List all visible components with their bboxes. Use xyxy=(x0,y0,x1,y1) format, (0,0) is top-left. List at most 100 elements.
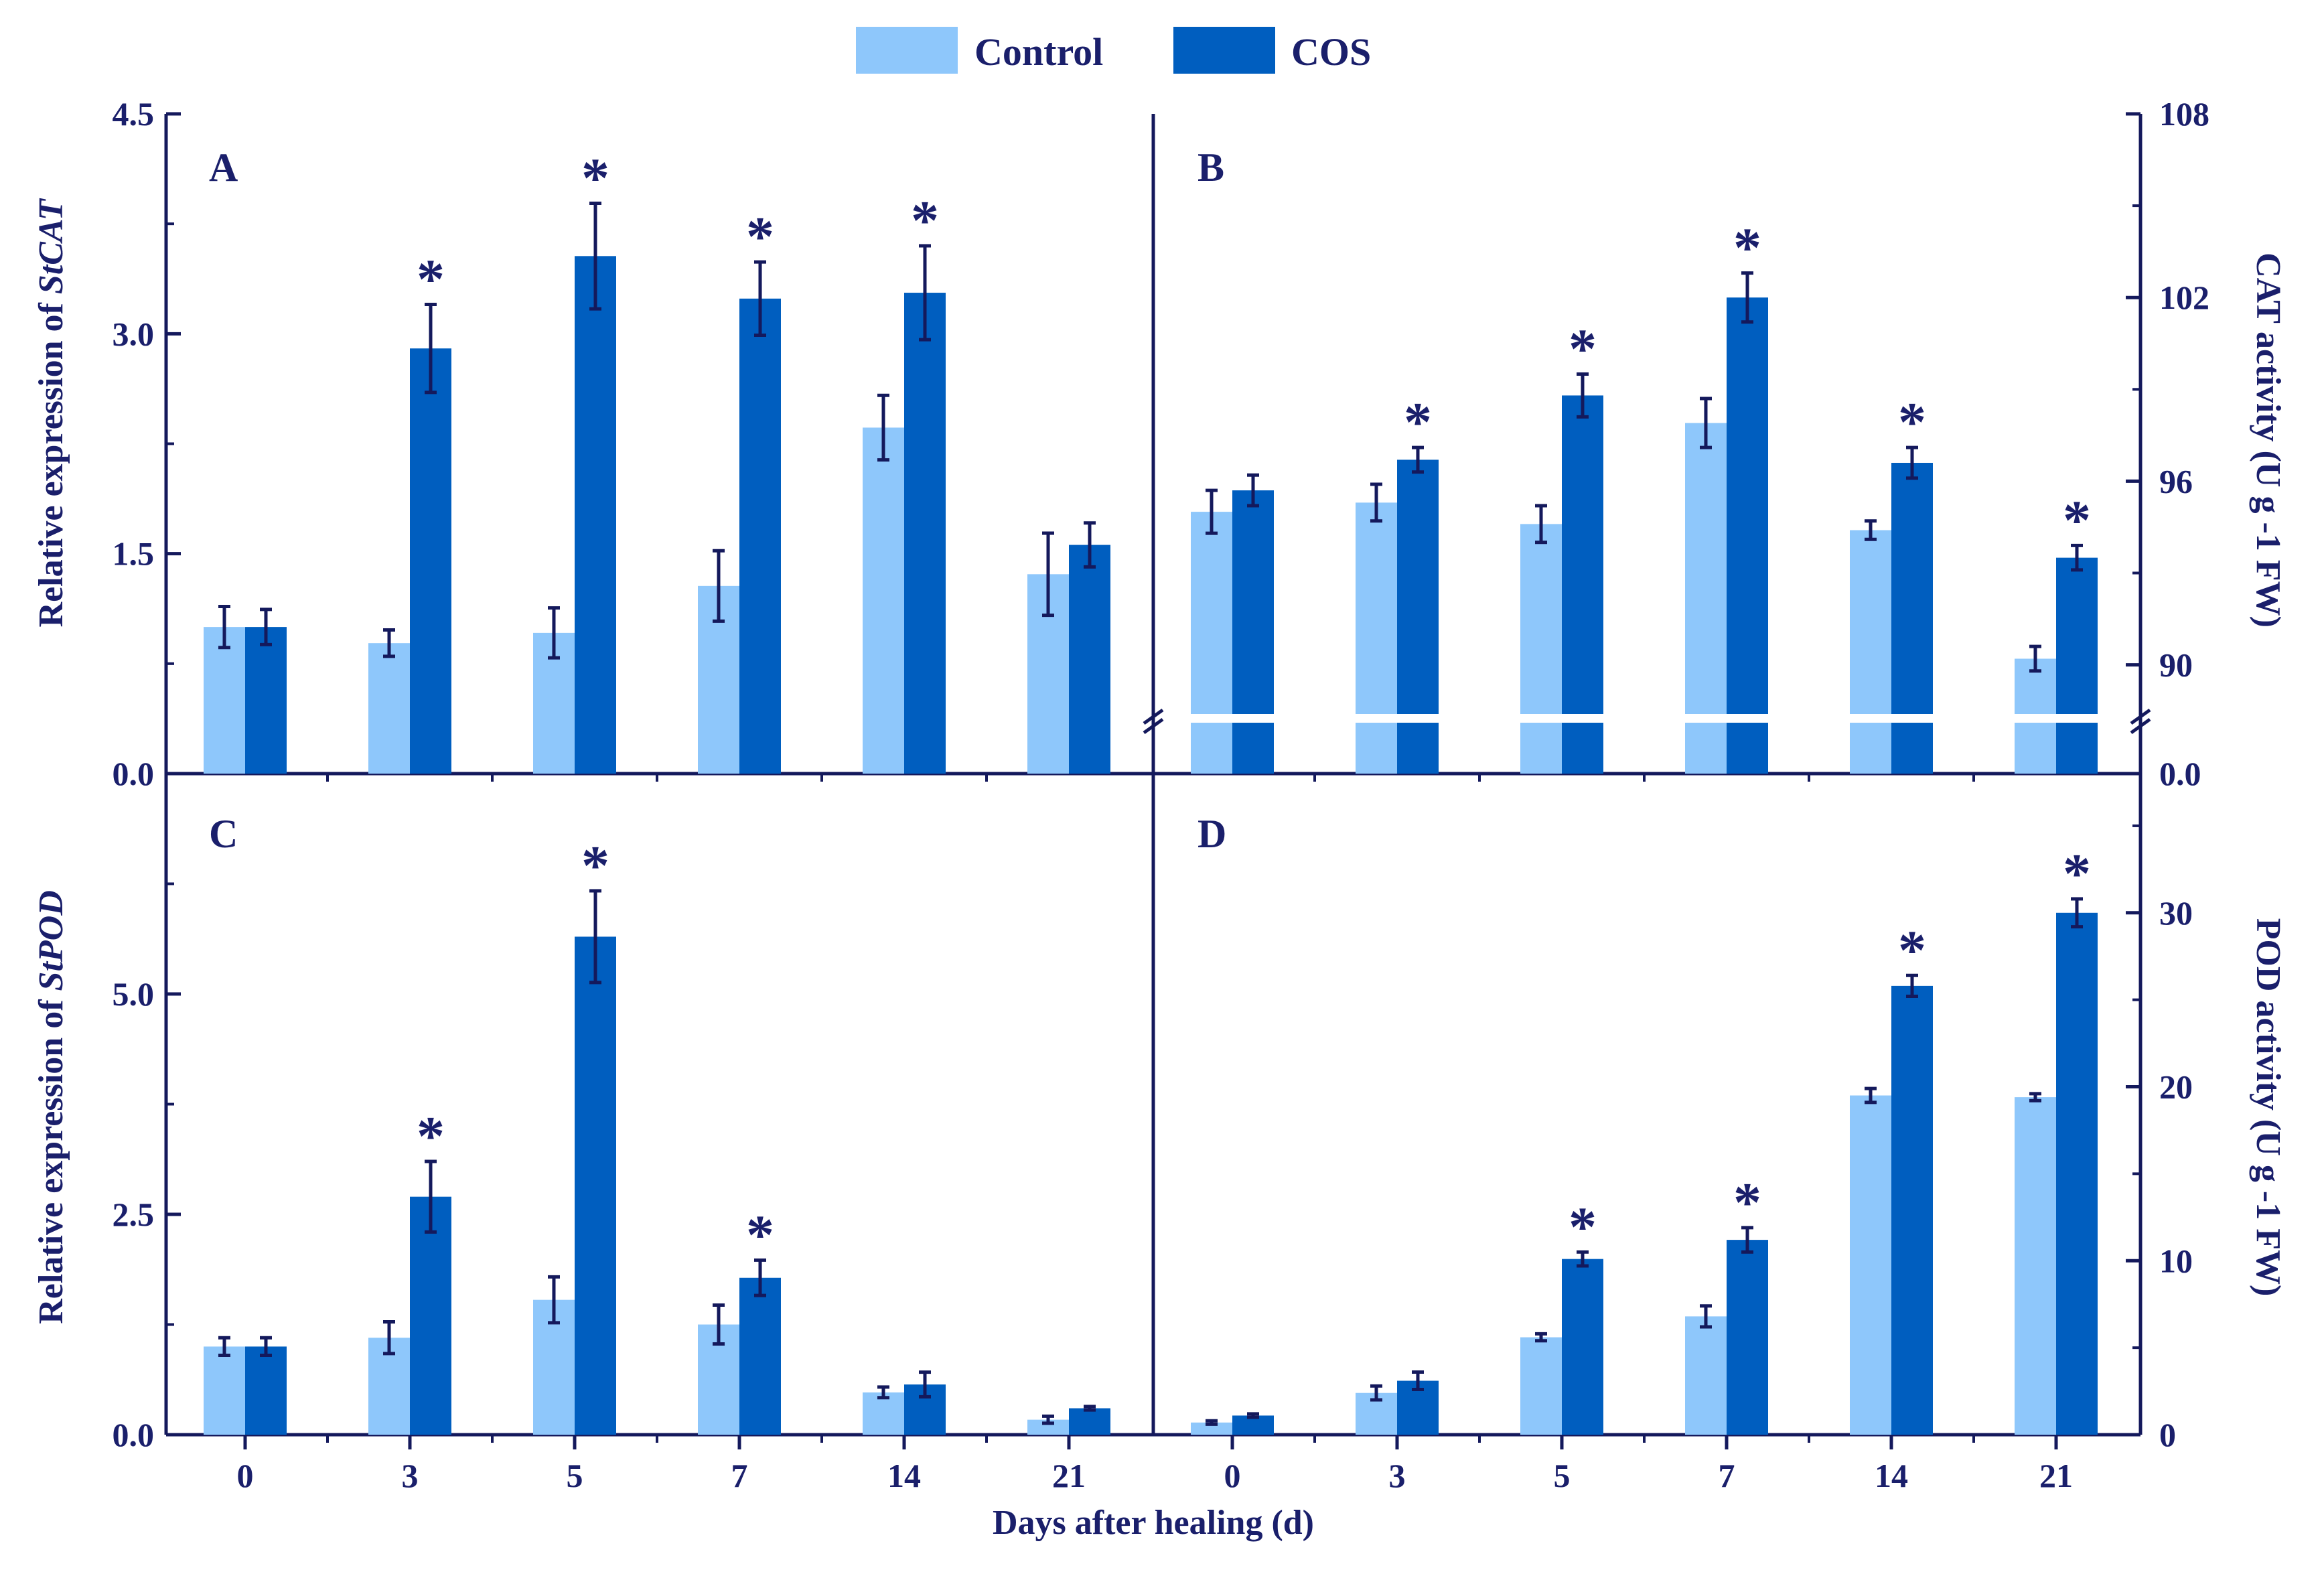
panel-b-errorbar-cos-3 xyxy=(1412,445,1424,474)
panel-b-bar-cos-21 xyxy=(2056,557,2098,774)
panel-a-ytick-label: 3.0 xyxy=(113,315,155,352)
panel-c-ytick-label: 0.0 xyxy=(113,1416,155,1453)
panel-b-ytick-label: 102 xyxy=(2159,279,2209,316)
panel-c-ytick-label: 5.0 xyxy=(113,975,155,1013)
panel-d-bar-control-0 xyxy=(1191,1422,1232,1435)
panel-b-ytick-label: 0.0 xyxy=(2159,755,2201,792)
panel-a-significance-star-14: * xyxy=(911,190,939,252)
panel-c-errorbar-control-21 xyxy=(1042,1414,1054,1425)
panel-d-bar-control-21 xyxy=(2015,1097,2056,1435)
panel-b-bar-control-0 xyxy=(1191,512,1232,774)
panel-c-bar-cos-21 xyxy=(1069,1408,1110,1435)
axis-break-mark-left xyxy=(1143,708,1164,725)
panel-d-significance-star-14: * xyxy=(1898,919,1926,981)
panel-c-significance-star-5: * xyxy=(581,835,609,897)
xtick-label-21: 21 xyxy=(2039,1457,2073,1494)
panel-c-bar-cos-0 xyxy=(245,1346,287,1435)
panel-d-ytick-label: 30 xyxy=(2159,894,2193,932)
xtick-label-14: 14 xyxy=(887,1457,921,1494)
panel-a-errorbar-cos-0 xyxy=(260,608,272,646)
panel-b-axis-break-band xyxy=(1180,714,2114,723)
panel-b-errorbar-control-7 xyxy=(1700,397,1712,449)
panel-b-significance-star-14: * xyxy=(1898,391,1926,453)
xtick-label-7: 7 xyxy=(731,1457,748,1494)
panel-b-errorbar-control-21 xyxy=(2029,644,2041,673)
panel-a-errorbar-control-14 xyxy=(877,393,889,462)
panel-b-bar-control-14 xyxy=(1850,530,1891,774)
panel-b-ytick-label: 90 xyxy=(2159,646,2193,684)
panel-d-errorbar-cos-14 xyxy=(1906,973,1918,998)
panel-d-bar-control-5 xyxy=(1520,1337,1562,1435)
xtick-label-7: 7 xyxy=(1719,1457,1735,1494)
panel-a-significance-star-3: * xyxy=(417,248,445,311)
ylabel-panel-a: Relative expression of StCAT xyxy=(32,198,70,627)
panel-b-errorbar-control-3 xyxy=(1370,482,1382,523)
panel-a-bar-cos-14 xyxy=(904,293,946,774)
xtick-label-3: 3 xyxy=(1389,1457,1406,1494)
panel-d-errorbar-cos-0 xyxy=(1247,1412,1259,1419)
panel-a-bar-cos-7 xyxy=(739,298,781,774)
ylabel-c-gene: StPOD xyxy=(32,890,70,991)
panel-a-errorbar-control-7 xyxy=(713,549,725,623)
panel-d-significance-star-7: * xyxy=(1733,1171,1761,1234)
panel-d-errorbar-control-0 xyxy=(1206,1419,1218,1426)
panel-a-plot: * * * * 0.0 1.5 3.0 4.5 xyxy=(113,95,1110,792)
panel-a-errorbar-control-0 xyxy=(218,604,230,650)
panel-c-errorbar-cos-21 xyxy=(1084,1405,1096,1412)
panel-c-bar-control-14 xyxy=(863,1392,904,1435)
panel-c-errorbar-cos-0 xyxy=(260,1336,272,1358)
panel-b-significance-star-3: * xyxy=(1404,391,1432,453)
legend: Control COS xyxy=(856,27,1371,74)
panel-c-errorbar-cos-7 xyxy=(754,1258,766,1297)
ylabel-a-gene: StCAT xyxy=(32,198,70,294)
panel-b-bar-cos-3 xyxy=(1397,459,1439,774)
panel-a-errorbar-cos-7 xyxy=(754,260,766,338)
panel-d-errorbar-control-21 xyxy=(2029,1092,2041,1102)
panel-a-bar-cos-0 xyxy=(245,627,287,774)
panel-a-bar-control-0 xyxy=(204,627,245,774)
panel-d-bar-cos-21 xyxy=(2056,912,2098,1435)
panel-c-errorbar-control-3 xyxy=(383,1320,395,1356)
panel-b-ytick-label: 96 xyxy=(2159,462,2193,500)
panel-d-errorbar-cos-7 xyxy=(1741,1226,1753,1254)
panel-b-significance-star-7: * xyxy=(1733,217,1761,279)
panel-c-bar-control-0 xyxy=(204,1346,245,1435)
panel-d-errorbar-control-5 xyxy=(1535,1332,1547,1343)
panel-a-errorbar-cos-14 xyxy=(919,244,931,342)
panel-b-bar-cos-7 xyxy=(1727,297,1768,774)
panel-a-ytick-label: 1.5 xyxy=(113,535,155,573)
panel-d-errorbar-control-14 xyxy=(1865,1086,1877,1104)
panel-b-errorbar-cos-7 xyxy=(1741,271,1753,324)
ylabel-panel-b: CAT activity (U g -1 FW) xyxy=(2249,253,2287,628)
plot-layer: * * * * 0.0 1.5 3.0 4.5 * * * * * 0.0 90 96 102 108 * * * 0.0… xyxy=(113,95,2210,1494)
panel-d-errorbar-cos-5 xyxy=(1577,1250,1589,1268)
legend-swatch-control xyxy=(856,27,958,74)
panel-c-ytick-label: 2.5 xyxy=(113,1196,155,1233)
panel-d-bar-control-14 xyxy=(1850,1095,1891,1435)
panel-a-errorbar-control-21 xyxy=(1042,531,1054,618)
panel-d-bar-control-7 xyxy=(1685,1316,1727,1435)
panel-b-errorbar-cos-0 xyxy=(1247,473,1259,508)
panel-d-errorbar-control-3 xyxy=(1370,1384,1382,1402)
panel-label-c: C xyxy=(209,812,238,856)
panel-b-bar-control-5 xyxy=(1520,524,1562,774)
panel-d-plot: * * * * 0 10 20 30 xyxy=(1191,843,2193,1453)
panel-a-errorbar-control-3 xyxy=(383,628,395,658)
panel-d-errorbar-cos-3 xyxy=(1412,1370,1424,1391)
panel-d-bar-cos-5 xyxy=(1562,1259,1603,1435)
xtick-label-0: 0 xyxy=(237,1457,254,1494)
panel-b-errorbar-control-0 xyxy=(1206,488,1218,535)
panel-a-ytick-label: 4.5 xyxy=(113,95,155,133)
panel-c-errorbar-cos-14 xyxy=(919,1370,931,1399)
panel-d-ytick-label: 0 xyxy=(2159,1416,2176,1453)
panel-a-errorbar-control-5 xyxy=(548,606,560,660)
panel-c-errorbar-control-7 xyxy=(713,1303,725,1346)
panel-d-bar-cos-7 xyxy=(1727,1240,1768,1435)
panel-b-errorbar-cos-5 xyxy=(1577,372,1589,419)
panel-b-ytick-label: 108 xyxy=(2159,95,2209,133)
panel-b-bar-cos-5 xyxy=(1562,395,1603,774)
panel-d-errorbar-control-7 xyxy=(1700,1304,1712,1329)
axis-break-mark-right xyxy=(2130,717,2151,735)
panel-c-bar-cos-7 xyxy=(739,1277,781,1435)
ylabel-c-prefix: Relative expression of xyxy=(32,991,70,1324)
